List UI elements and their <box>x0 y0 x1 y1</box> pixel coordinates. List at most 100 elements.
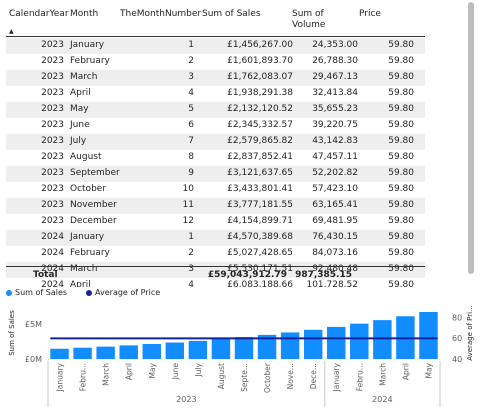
total-volume: 987,385.15 <box>295 270 352 280</box>
cell-month: March <box>70 264 98 274</box>
total-label: Total <box>33 270 58 280</box>
x-tick-label: January <box>332 362 341 392</box>
cell-sales: £1,456,267.00 <box>227 40 293 50</box>
table-row[interactable]: 2023 January 1 £1,456,267.00 24,353.00 59.80 <box>6 38 425 54</box>
cell-volume: 43,142.83 <box>312 136 358 146</box>
cell-volume: 47,457.11 <box>312 152 358 162</box>
bar-sum-of-sales <box>165 342 185 359</box>
cell-month: April <box>70 280 91 287</box>
x-tick-label: January <box>56 362 65 392</box>
cell-year: 2024 <box>41 248 64 258</box>
header-month[interactable]: Month <box>70 9 99 19</box>
cell-volume: 29,467.13 <box>312 72 358 82</box>
cell-sales: £3,121,637.65 <box>227 168 293 178</box>
cell-month-number: 6 <box>188 120 194 130</box>
header-volume-line-1: Sum of <box>292 9 324 19</box>
cell-sales: £5,027,428.65 <box>227 248 293 258</box>
cell-month-number: 3 <box>188 264 194 274</box>
table-row[interactable]: 2023 November 11 £3,777,181.55 63,165.41 59.8… <box>6 198 425 214</box>
cell-price: 59.80 <box>388 72 414 82</box>
table-row[interactable]: 2024 January 1 £4,570,389.68 76,430.15 59.80 <box>6 230 425 246</box>
legend-sales-label: Sum of Sales <box>15 288 68 297</box>
table-row[interactable]: 2024 February 2 £5,027,428.65 84,073.16 59.80 <box>6 246 425 262</box>
cell-month-number: 4 <box>188 280 194 287</box>
header-calendar-year[interactable]: CalendarYear <box>9 9 69 19</box>
table-row[interactable]: 2023 September 9 £3,121,637.65 52,202.82 59.8… <box>6 166 425 182</box>
cell-month: October <box>70 184 107 194</box>
header-sum-of-volume[interactable]: Sum of Volume <box>292 9 325 31</box>
y-axis-title-left: Sum of Sales <box>8 310 16 356</box>
cell-sales: £2,579,865.82 <box>227 136 293 146</box>
table-row[interactable]: 2023 October 10 £3,433,801.41 57,423.10 59.80 <box>6 182 425 198</box>
table-row[interactable]: 2023 April 4 £1,938,291.38 32,413.84 59.80 <box>6 86 425 102</box>
x-tick-label: July <box>194 362 203 377</box>
table-row[interactable]: 2023 June 6 £2,345,332.57 39,220.75 59.80 <box>6 118 425 134</box>
cell-month: August <box>70 152 102 162</box>
cell-month: January <box>70 40 105 50</box>
table-row[interactable]: 2023 February 2 £1,601,893.70 26,788.30 59.80 <box>6 54 425 70</box>
cell-volume: 76,430.15 <box>312 232 358 242</box>
cell-month: December <box>70 216 117 226</box>
table-row[interactable]: 2023 March 3 £1,762,083.07 29,467.13 59.80 <box>6 70 425 86</box>
legend-item-sales[interactable]: Sum of Sales <box>6 288 67 297</box>
y-tick-right: 40 <box>452 355 462 364</box>
table-row[interactable]: 2023 August 8 £2,837,852.41 47,457.11 59.80 <box>6 150 425 166</box>
table-row[interactable]: 2023 December 12 £4,154,899.71 69,481.95 59.8… <box>6 214 425 230</box>
cell-year: 2023 <box>41 56 64 66</box>
cell-year: 2023 <box>41 152 64 162</box>
bar-sum-of-sales <box>73 347 92 359</box>
cell-month-number: 9 <box>188 168 194 178</box>
x-tick-label: Dece... <box>309 363 318 389</box>
cell-sales: £4,154,899.71 <box>227 216 293 226</box>
cell-year: 2023 <box>41 104 64 114</box>
y-axis-title-right: Average of Pri... <box>466 305 474 361</box>
table-row[interactable]: 2024 April 4 £6,083,188.66 101,728.52 59.80 <box>6 278 425 287</box>
bar-sum-of-sales <box>96 346 115 359</box>
cell-sales: £1,938,291.38 <box>227 88 293 98</box>
cell-month: January <box>70 232 105 242</box>
header-sum-of-sales[interactable]: Sum of Sales <box>202 9 261 19</box>
cell-month-number: 1 <box>188 232 194 242</box>
legend-item-price[interactable]: Average of Price <box>86 288 160 297</box>
cell-month-number: 2 <box>188 56 194 66</box>
cell-volume: 92,480.48 <box>312 264 358 274</box>
legend-price-marker <box>86 289 92 296</box>
cell-price: 59.80 <box>388 184 414 194</box>
cell-sales: £4,570,389.68 <box>227 232 293 242</box>
total-divider <box>6 266 425 267</box>
cell-month: November <box>70 200 117 210</box>
cell-price: 59.80 <box>388 168 414 178</box>
cell-price: 59.80 <box>388 248 414 258</box>
bar-sum-of-sales <box>142 344 161 359</box>
header-price[interactable]: Price <box>359 9 381 19</box>
table-row[interactable]: 2023 July 7 £2,579,865.82 43,142.83 59.80 <box>6 134 425 150</box>
table-scrollbar[interactable] <box>468 2 474 274</box>
cell-sales: £3,777,181.55 <box>227 200 293 210</box>
cell-month-number: 7 <box>188 136 194 146</box>
table-row[interactable]: 2023 May 5 £2,132,120.52 35,655.23 59.80 <box>6 102 425 118</box>
cell-year: 2023 <box>41 168 64 178</box>
cell-year: 2023 <box>41 216 64 226</box>
header-divider <box>6 36 425 37</box>
x-tick-label: April <box>125 363 134 380</box>
x-group-label: 2024 <box>372 395 392 404</box>
cell-sales: £2,837,852.41 <box>227 152 293 162</box>
cell-month-number: 5 <box>188 104 194 114</box>
x-tick-label: August <box>217 363 226 389</box>
cell-volume: 26,788.30 <box>312 56 358 66</box>
total-sales: £59,043,912.79 <box>207 270 287 280</box>
cell-month: April <box>70 88 91 98</box>
x-tick-label: Febru... <box>355 363 364 391</box>
cell-month: February <box>70 248 110 258</box>
cell-year: 2024 <box>41 280 64 287</box>
cell-sales: £2,132,120.52 <box>227 104 293 114</box>
cell-volume: 32,413.84 <box>312 88 358 98</box>
header-month-number[interactable]: TheMonthNumber <box>120 9 202 19</box>
cell-price: 59.80 <box>388 136 414 146</box>
cell-price: 59.80 <box>388 200 414 210</box>
cell-price: 59.80 <box>388 280 414 287</box>
sort-ascending-icon[interactable]: ▲ <box>9 28 14 35</box>
x-tick-label: April <box>401 363 410 380</box>
cell-year: 2023 <box>41 88 64 98</box>
cell-price: 59.80 <box>388 264 414 274</box>
